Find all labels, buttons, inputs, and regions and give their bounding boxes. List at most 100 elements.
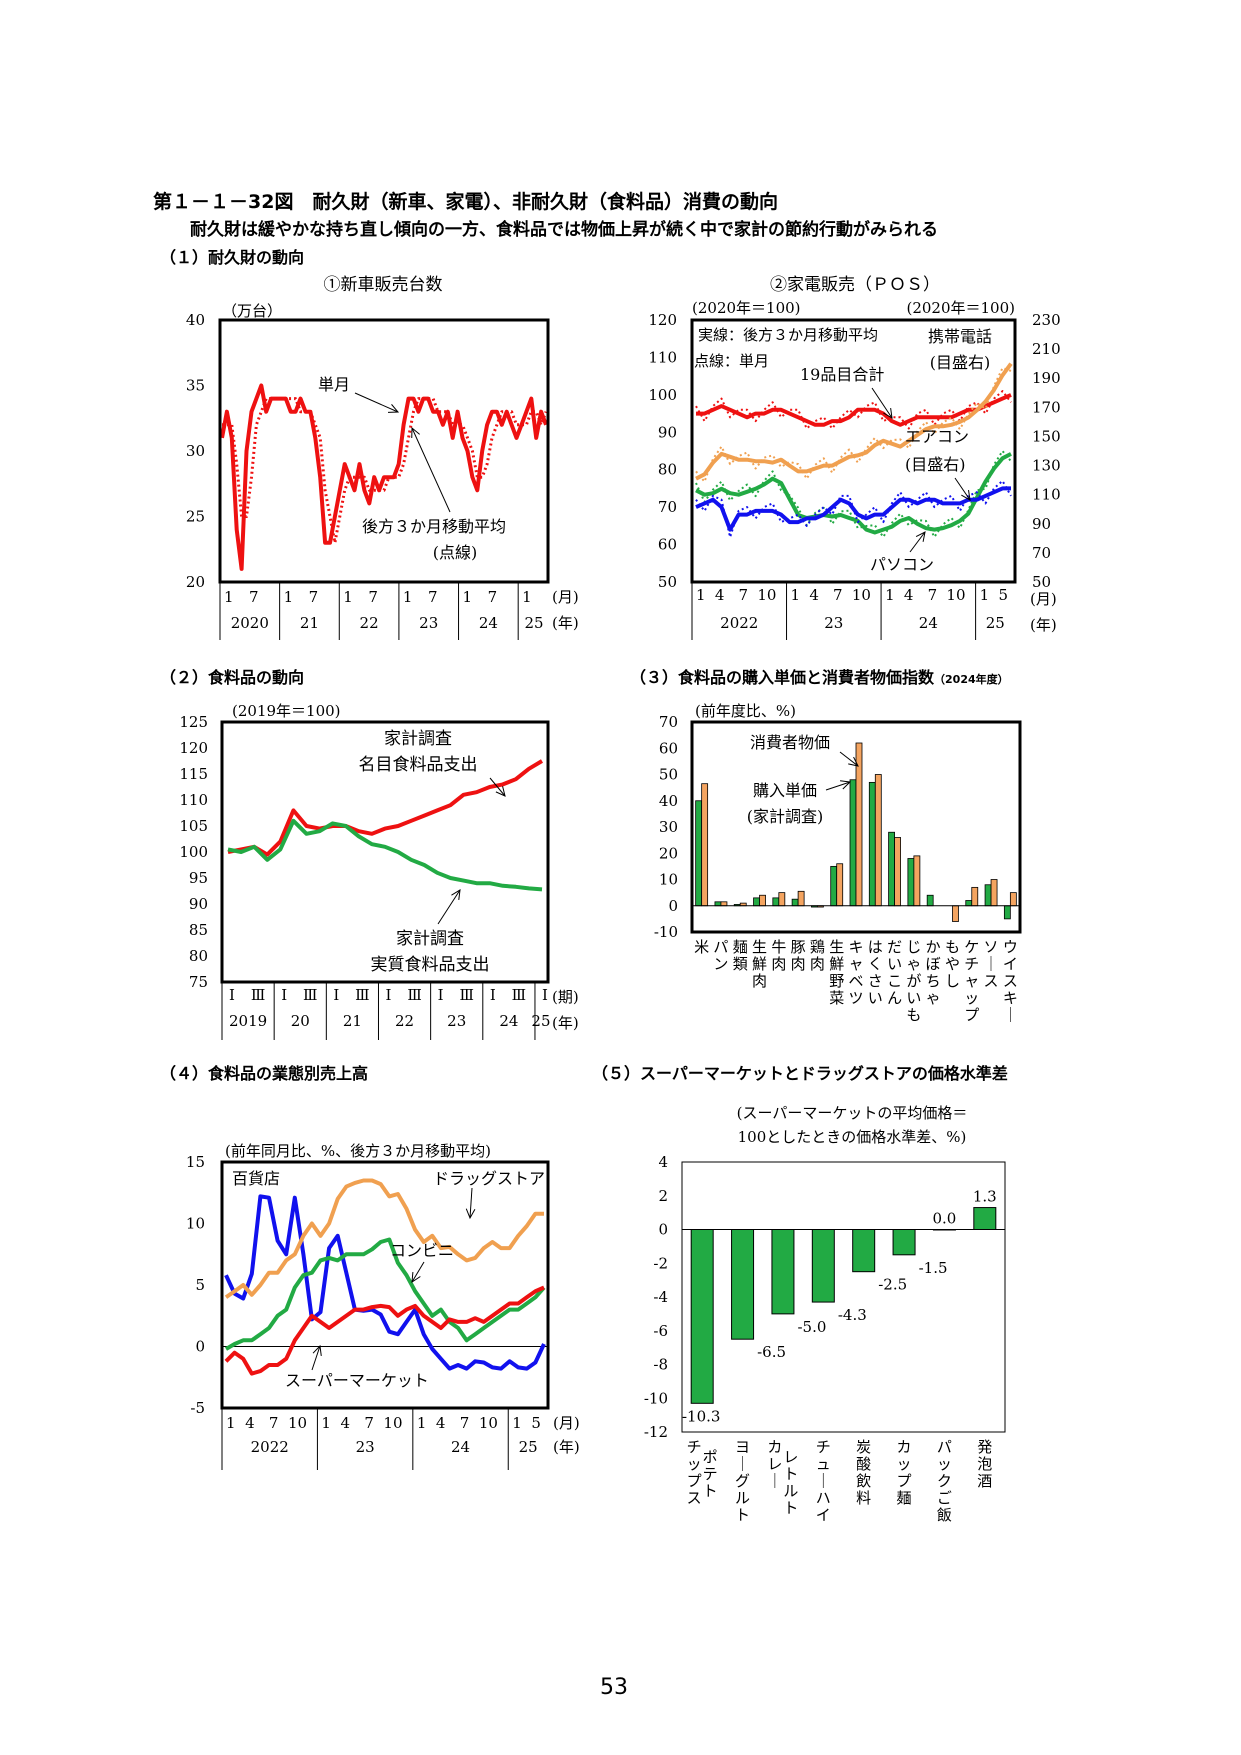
chart4-category-label: し	[945, 972, 960, 990]
chart1-month-label: 1	[224, 588, 234, 606]
chart5-y-tick: -5	[190, 1399, 205, 1417]
chart2-y-tick: 110	[648, 348, 677, 366]
chart5-y-tick: 15	[186, 1153, 205, 1171]
chart2-title: ②家電販売（ＰＯＳ）	[770, 275, 940, 295]
chart4-category-label: 類	[733, 955, 748, 973]
chart5-month-label: 1	[321, 1414, 331, 1432]
chart1-month-label: 1	[522, 588, 532, 606]
chart3-label-nominal-1: 家計調査	[384, 729, 452, 749]
chart4-category-label: プ	[964, 1006, 979, 1024]
chart1-year-label: 23	[419, 614, 438, 632]
chart6-value-label: -2.5	[878, 1276, 907, 1294]
chart3-quarter-label: Ⅲ	[251, 986, 265, 1004]
chart5-arrow-drug-head	[465, 1208, 476, 1220]
section-3-title: （３）食料品の購入単価と消費者物価指数（2024年度）	[630, 664, 1009, 688]
chart6-category-label: 泡	[977, 1455, 992, 1473]
chart5-series-3	[224, 1285, 545, 1376]
chart2-y2-tick: 150	[1032, 427, 1061, 445]
chart6-category-label: イ	[816, 1506, 831, 1524]
chart4-y-tick: 0	[668, 897, 678, 915]
chart6-y-tick: -2	[653, 1254, 668, 1272]
chart4-category-label: ャ	[964, 972, 979, 990]
chart4-category-label: ん	[887, 989, 902, 1007]
chart6-bar	[811, 1229, 835, 1303]
chart2-annot-mobile: 携帯電話	[928, 327, 992, 346]
chart1-month-label: 7	[249, 588, 259, 606]
chart4-category-label: ス	[1003, 972, 1018, 990]
chart4-bar-unit-price	[695, 800, 703, 907]
chart4-category-label: 生	[829, 938, 844, 956]
chart5-year-label: 24	[451, 1438, 470, 1456]
chart6-category-label: ポ	[703, 1448, 718, 1466]
chart6-value-label: -4.3	[838, 1306, 867, 1324]
chart1-y-tick: 20	[186, 573, 205, 591]
chart3-quarter-label: Ⅲ	[303, 986, 317, 1004]
chart2-year-unit: (年)	[1030, 616, 1057, 634]
chart4-category-label: さ	[868, 972, 883, 990]
chart6-category-label: ッ	[687, 1455, 702, 1473]
chart6-category-label: 飲	[856, 1472, 871, 1490]
chart2-y2-tick: 90	[1032, 515, 1051, 533]
chart6-category-label: ｜	[816, 1472, 831, 1490]
chart2-y-tick: 60	[658, 536, 677, 554]
chart5-frame	[220, 1160, 550, 1410]
chart6-category-label: 酒	[977, 1472, 992, 1490]
chart5-label-super: スーパーマーケット	[285, 1371, 429, 1390]
chart4-category-label: 菜	[829, 989, 844, 1007]
chart6-category-label: カ	[897, 1438, 912, 1456]
chart4-bar-unit-price	[984, 884, 992, 907]
chart1-annot-monthly: 単月	[318, 375, 350, 394]
chart4-bar-unit-price	[772, 897, 780, 907]
chart3-y-tick: 75	[189, 973, 208, 991]
chart2-month-label: 10	[852, 586, 871, 604]
chart6-category-label: ヨ	[735, 1438, 750, 1456]
chart6-category-label: ト	[783, 1465, 798, 1483]
chart6-bar	[731, 1229, 755, 1340]
chart6-bar	[852, 1229, 876, 1273]
chart1-month-label: 7	[309, 588, 319, 606]
chart3-quarter-label: Ⅲ	[355, 986, 369, 1004]
chart6-value-label: -6.5	[757, 1343, 786, 1361]
chart4-y-tick: 60	[659, 739, 678, 757]
chart2-series-ma-0	[696, 393, 1012, 427]
chart4-frame	[690, 720, 1022, 934]
chart4-category-label: だ	[887, 938, 902, 956]
chart4-category-label: 肉	[810, 955, 825, 973]
chart2-month-label: 10	[946, 586, 965, 604]
section-1-title: （１）耐久財の動向	[160, 248, 305, 267]
chart3-y-tick: 110	[179, 791, 208, 809]
chart2-month-label: 4	[809, 586, 819, 604]
chart4-bar-cpi	[797, 890, 805, 907]
chart2-month-label: 4	[904, 586, 914, 604]
section-4-title: （４）食料品の業態別売上高	[160, 1064, 369, 1083]
chart4-annot-unit: 購入単価	[753, 781, 817, 800]
chart6-category-label: ッ	[937, 1455, 952, 1473]
section-3-label: （３）食料品の購入単価と消費者物価指数	[630, 668, 935, 687]
chart2-series-monthly-2	[695, 450, 1012, 538]
chart6-category-label: ュ	[816, 1455, 831, 1473]
chart6-category-label: 酸	[856, 1455, 871, 1473]
chart4-bar-unit-price	[791, 898, 799, 907]
chart6-value-label: -5.0	[797, 1318, 826, 1336]
chart4-category-label: 鮮	[829, 955, 844, 973]
chart4-y-tick: 10	[659, 871, 678, 889]
chart3-quarter-label: Ⅲ	[407, 986, 421, 1004]
chart6-category-label: チ	[687, 1438, 702, 1456]
chart2-annot-solid: 実線：後方３か月移動平均	[698, 326, 878, 344]
chart2-series-ma-2	[695, 452, 1012, 535]
chart2-right-unit: (2020年＝100)	[906, 299, 1015, 317]
chart3-y-tick: 115	[179, 765, 208, 783]
chart4-category-label: も	[906, 1006, 921, 1024]
chart3-year-label: 24	[499, 1012, 518, 1030]
chart2-month-label: 7	[833, 586, 843, 604]
chart3-quarter-unit: (期)	[552, 988, 579, 1006]
chart4-category-label: ぼ	[926, 955, 941, 973]
chart4-bar-cpi	[913, 855, 921, 907]
chart3-year-label: 21	[343, 1012, 362, 1030]
chart5-unit: (前年同月比、%、後方３か月移動平均)	[225, 1142, 491, 1160]
chart2-month-label: 1	[696, 586, 706, 604]
chart4-annot-cpi: 消費者物価	[750, 733, 830, 752]
chart4-category-label: 鮮	[752, 955, 767, 973]
chart4-category-label: イ	[1003, 955, 1018, 973]
chart2-y2-tick: 190	[1032, 369, 1061, 387]
